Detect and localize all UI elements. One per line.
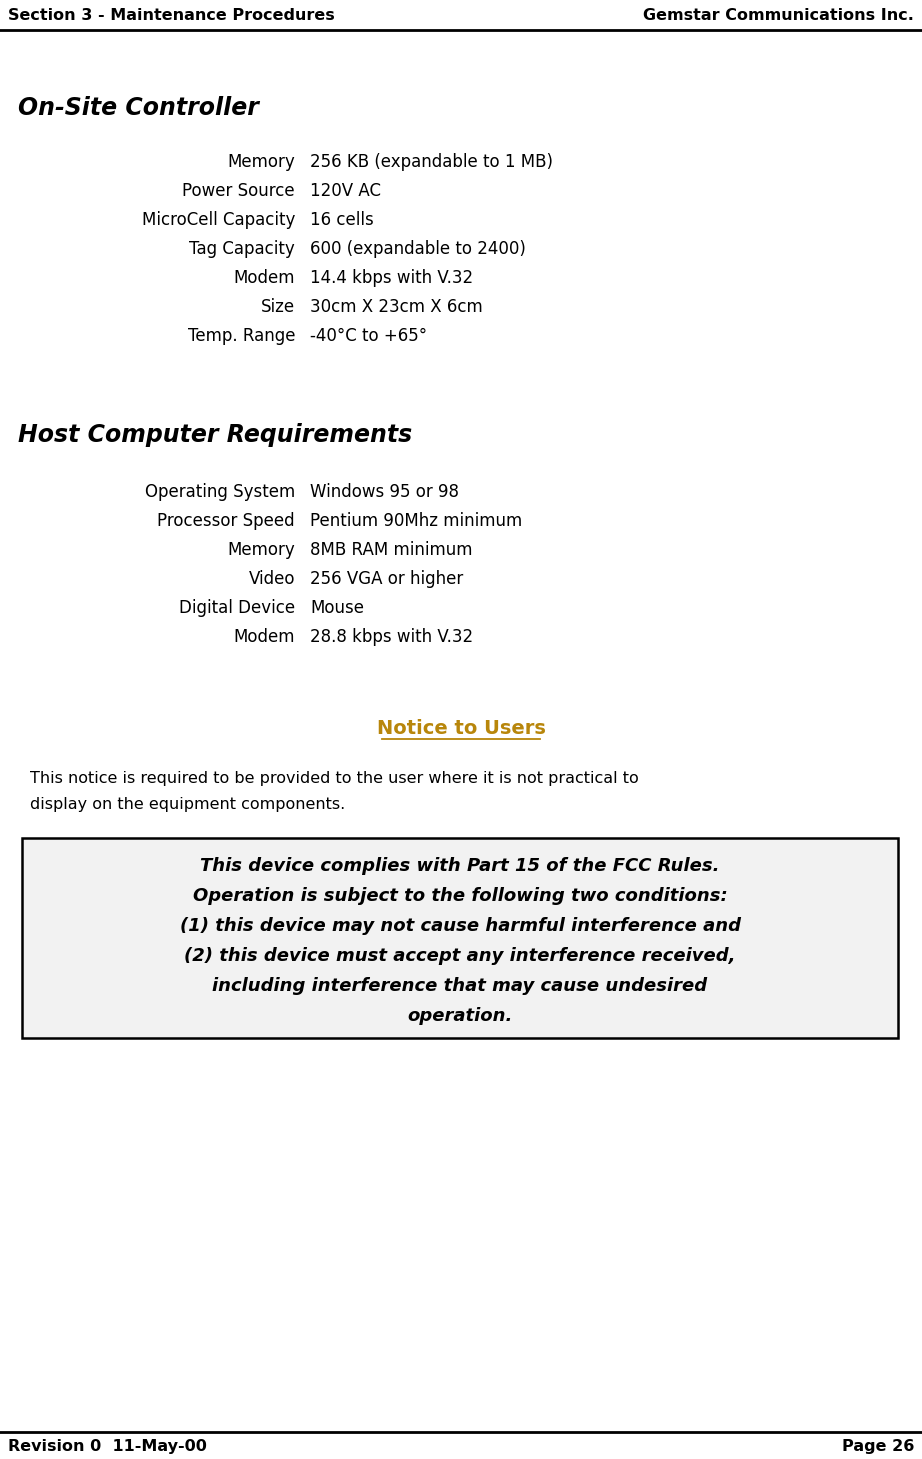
Text: Pentium 90Mhz minimum: Pentium 90Mhz minimum — [310, 512, 522, 530]
Text: 16 cells: 16 cells — [310, 212, 373, 229]
FancyBboxPatch shape — [22, 837, 898, 1037]
Text: Host Computer Requirements: Host Computer Requirements — [18, 423, 412, 446]
Text: Modem: Modem — [233, 268, 295, 287]
Text: Revision 0  11-May-00: Revision 0 11-May-00 — [8, 1440, 207, 1455]
Text: Operation is subject to the following two conditions:: Operation is subject to the following tw… — [193, 887, 727, 905]
Text: Mouse: Mouse — [310, 600, 364, 617]
Text: 30cm X 23cm X 6cm: 30cm X 23cm X 6cm — [310, 298, 483, 317]
Text: 8MB RAM minimum: 8MB RAM minimum — [310, 541, 472, 559]
Text: Modem: Modem — [233, 627, 295, 646]
Text: including interference that may cause undesired: including interference that may cause un… — [212, 978, 707, 995]
Text: 600 (expandable to 2400): 600 (expandable to 2400) — [310, 239, 526, 258]
Text: 256 VGA or higher: 256 VGA or higher — [310, 570, 463, 588]
Text: 14.4 kbps with V.32: 14.4 kbps with V.32 — [310, 268, 473, 287]
Text: -40°C to +65°: -40°C to +65° — [310, 327, 427, 344]
Text: Section 3 - Maintenance Procedures: Section 3 - Maintenance Procedures — [8, 9, 335, 23]
Text: 28.8 kbps with V.32: 28.8 kbps with V.32 — [310, 627, 473, 646]
Text: Size: Size — [261, 298, 295, 317]
Text: (1) this device may not cause harmful interference and: (1) this device may not cause harmful in… — [180, 918, 740, 935]
Text: This device complies with Part 15 of the FCC Rules.: This device complies with Part 15 of the… — [200, 856, 720, 875]
Text: MicroCell Capacity: MicroCell Capacity — [142, 212, 295, 229]
Text: 120V AC: 120V AC — [310, 182, 381, 200]
Text: operation.: operation. — [408, 1007, 513, 1026]
Text: On-Site Controller: On-Site Controller — [18, 96, 259, 120]
Text: Gemstar Communications Inc.: Gemstar Communications Inc. — [644, 9, 914, 23]
Text: Notice to Users: Notice to Users — [376, 718, 546, 737]
Text: Tag Capacity: Tag Capacity — [189, 239, 295, 258]
Text: 256 KB (expandable to 1 MB): 256 KB (expandable to 1 MB) — [310, 153, 553, 171]
Text: This notice is required to be provided to the user where it is not practical to: This notice is required to be provided t… — [30, 770, 639, 785]
Text: Temp. Range: Temp. Range — [187, 327, 295, 344]
Text: Video: Video — [249, 570, 295, 588]
Text: Power Source: Power Source — [183, 182, 295, 200]
Text: Processor Speed: Processor Speed — [158, 512, 295, 530]
Text: Digital Device: Digital Device — [179, 600, 295, 617]
Text: Memory: Memory — [227, 541, 295, 559]
Text: display on the equipment components.: display on the equipment components. — [30, 797, 345, 811]
Text: Windows 95 or 98: Windows 95 or 98 — [310, 483, 459, 500]
Text: Memory: Memory — [227, 153, 295, 171]
Text: Operating System: Operating System — [145, 483, 295, 500]
Text: (2) this device must accept any interference received,: (2) this device must accept any interfer… — [184, 947, 736, 964]
Text: Page 26: Page 26 — [842, 1440, 914, 1455]
